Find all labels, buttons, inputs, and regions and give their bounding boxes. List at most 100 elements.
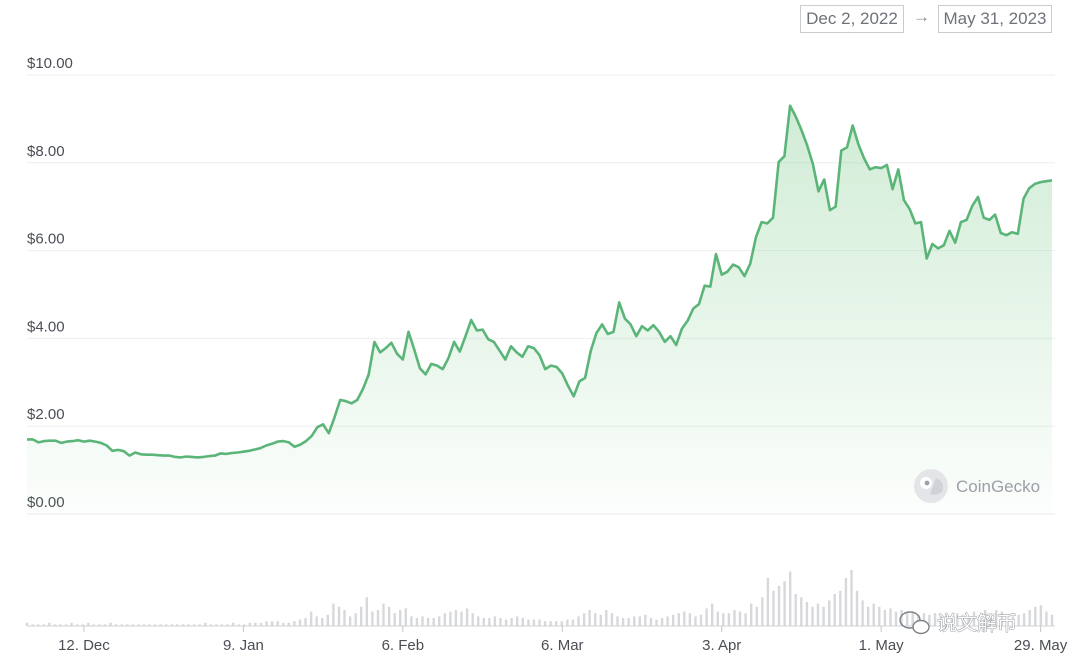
- volume-bar: [142, 624, 146, 626]
- volume-bar: [878, 606, 881, 626]
- volume-bar: [805, 602, 809, 626]
- volume-bar: [304, 618, 307, 626]
- volume-bar: [64, 624, 68, 626]
- volume-bar: [638, 616, 641, 626]
- volume-bar: [287, 622, 290, 626]
- volume-bar: [488, 618, 491, 626]
- volume-bar: [460, 611, 463, 626]
- volume-bar: [1028, 610, 1031, 626]
- volume-bar: [872, 603, 875, 626]
- volume-bar: [571, 619, 575, 626]
- volume-bar: [527, 619, 530, 626]
- volume-bar: [666, 616, 669, 626]
- volume-bar: [404, 608, 407, 626]
- volume-bar: [254, 622, 257, 626]
- date-range-start[interactable]: Dec 2, 2022: [800, 5, 904, 33]
- volume-bar: [1039, 605, 1043, 626]
- volume-bar: [761, 597, 764, 626]
- volume-bar: [382, 603, 385, 626]
- volume-bar: [371, 611, 374, 626]
- volume-bar: [510, 618, 513, 626]
- volume-bar: [87, 622, 90, 626]
- volume-bar: [989, 613, 992, 626]
- volume-bar: [933, 613, 937, 626]
- volume-bar: [621, 618, 625, 626]
- volume-bar: [443, 613, 446, 626]
- volume-bar: [722, 613, 725, 626]
- volume-bar: [599, 614, 602, 626]
- volume-bar: [204, 622, 207, 626]
- volume-bar: [939, 616, 942, 626]
- y-tick-label: $10.00: [27, 55, 73, 72]
- volume-bar: [560, 621, 563, 626]
- date-range-end[interactable]: May 31, 2023: [938, 5, 1052, 33]
- volume-bar: [956, 613, 959, 626]
- volume-bar: [616, 616, 619, 626]
- volume-bar: [114, 624, 118, 626]
- coingecko-watermark: CoinGecko: [914, 469, 1040, 503]
- volume-bar: [237, 624, 240, 626]
- volume-bar: [70, 622, 73, 626]
- volume-bar: [794, 594, 797, 626]
- volume-bar: [148, 624, 151, 626]
- volume-bar: [783, 581, 786, 626]
- volume-bar: [265, 621, 268, 626]
- volume-bar: [1034, 606, 1037, 626]
- volume-bar: [270, 621, 274, 626]
- volume-bar: [315, 616, 318, 626]
- volume-bar: [170, 624, 173, 626]
- volume-bar: [421, 616, 424, 626]
- volume-bar: [337, 606, 341, 626]
- volume-bar: [1022, 613, 1026, 626]
- volume-bar: [1000, 611, 1004, 626]
- volume-bar: [209, 624, 212, 626]
- volume-bar: [1050, 614, 1054, 626]
- volume-bar: [348, 616, 352, 626]
- volume-bar: [978, 614, 981, 626]
- x-tick-label: 3. Apr: [702, 637, 741, 654]
- volume-bar: [53, 624, 57, 626]
- volume-bar: [499, 618, 502, 626]
- volume-bar: [644, 614, 647, 626]
- price-line[interactable]: [27, 104, 1053, 459]
- y-tick-label: $6.00: [27, 231, 65, 248]
- volume-bar: [521, 618, 524, 626]
- volume-bar: [828, 600, 831, 626]
- volume-bar: [31, 624, 34, 626]
- volume-bar: [231, 622, 235, 626]
- x-axis-labels: 12. Dec 9. Jan 6. Feb 6. Mar 3. Apr 1. May 29.…: [58, 626, 1068, 654]
- volume-bar: [387, 606, 391, 626]
- volume-bar: [755, 606, 758, 626]
- volume-bar: [109, 622, 112, 626]
- volume-bar: [75, 624, 79, 626]
- volume-bar: [532, 619, 536, 626]
- volume-bar: [25, 622, 29, 626]
- volume-bar: [504, 619, 508, 626]
- volume-bar: [672, 614, 675, 626]
- volume-bar: [688, 613, 692, 626]
- volume-bar: [945, 614, 948, 626]
- volume-bar: [120, 624, 123, 626]
- volume-bar: [627, 618, 630, 626]
- volume-bar: [577, 616, 580, 626]
- volume-bar: [298, 619, 302, 626]
- volume-bar: [610, 613, 614, 626]
- volume-bar: [432, 618, 435, 626]
- volume-bar: [800, 597, 803, 626]
- volume-bar: [220, 624, 224, 626]
- volume-bar: [772, 590, 775, 626]
- volume-bar: [192, 624, 196, 626]
- volume-bar: [566, 619, 569, 626]
- volume-bar: [393, 613, 396, 626]
- volume-bar: [482, 618, 485, 626]
- volume-bar: [649, 618, 653, 626]
- volume-bar: [198, 624, 201, 626]
- volume-bar: [426, 618, 430, 626]
- x-tick-label: 29. May: [1014, 637, 1068, 654]
- volume-bar: [839, 590, 842, 626]
- volume-bar: [360, 606, 363, 626]
- volume-bar: [733, 610, 736, 626]
- volume-bar: [633, 616, 636, 626]
- volume-bar: [276, 621, 279, 626]
